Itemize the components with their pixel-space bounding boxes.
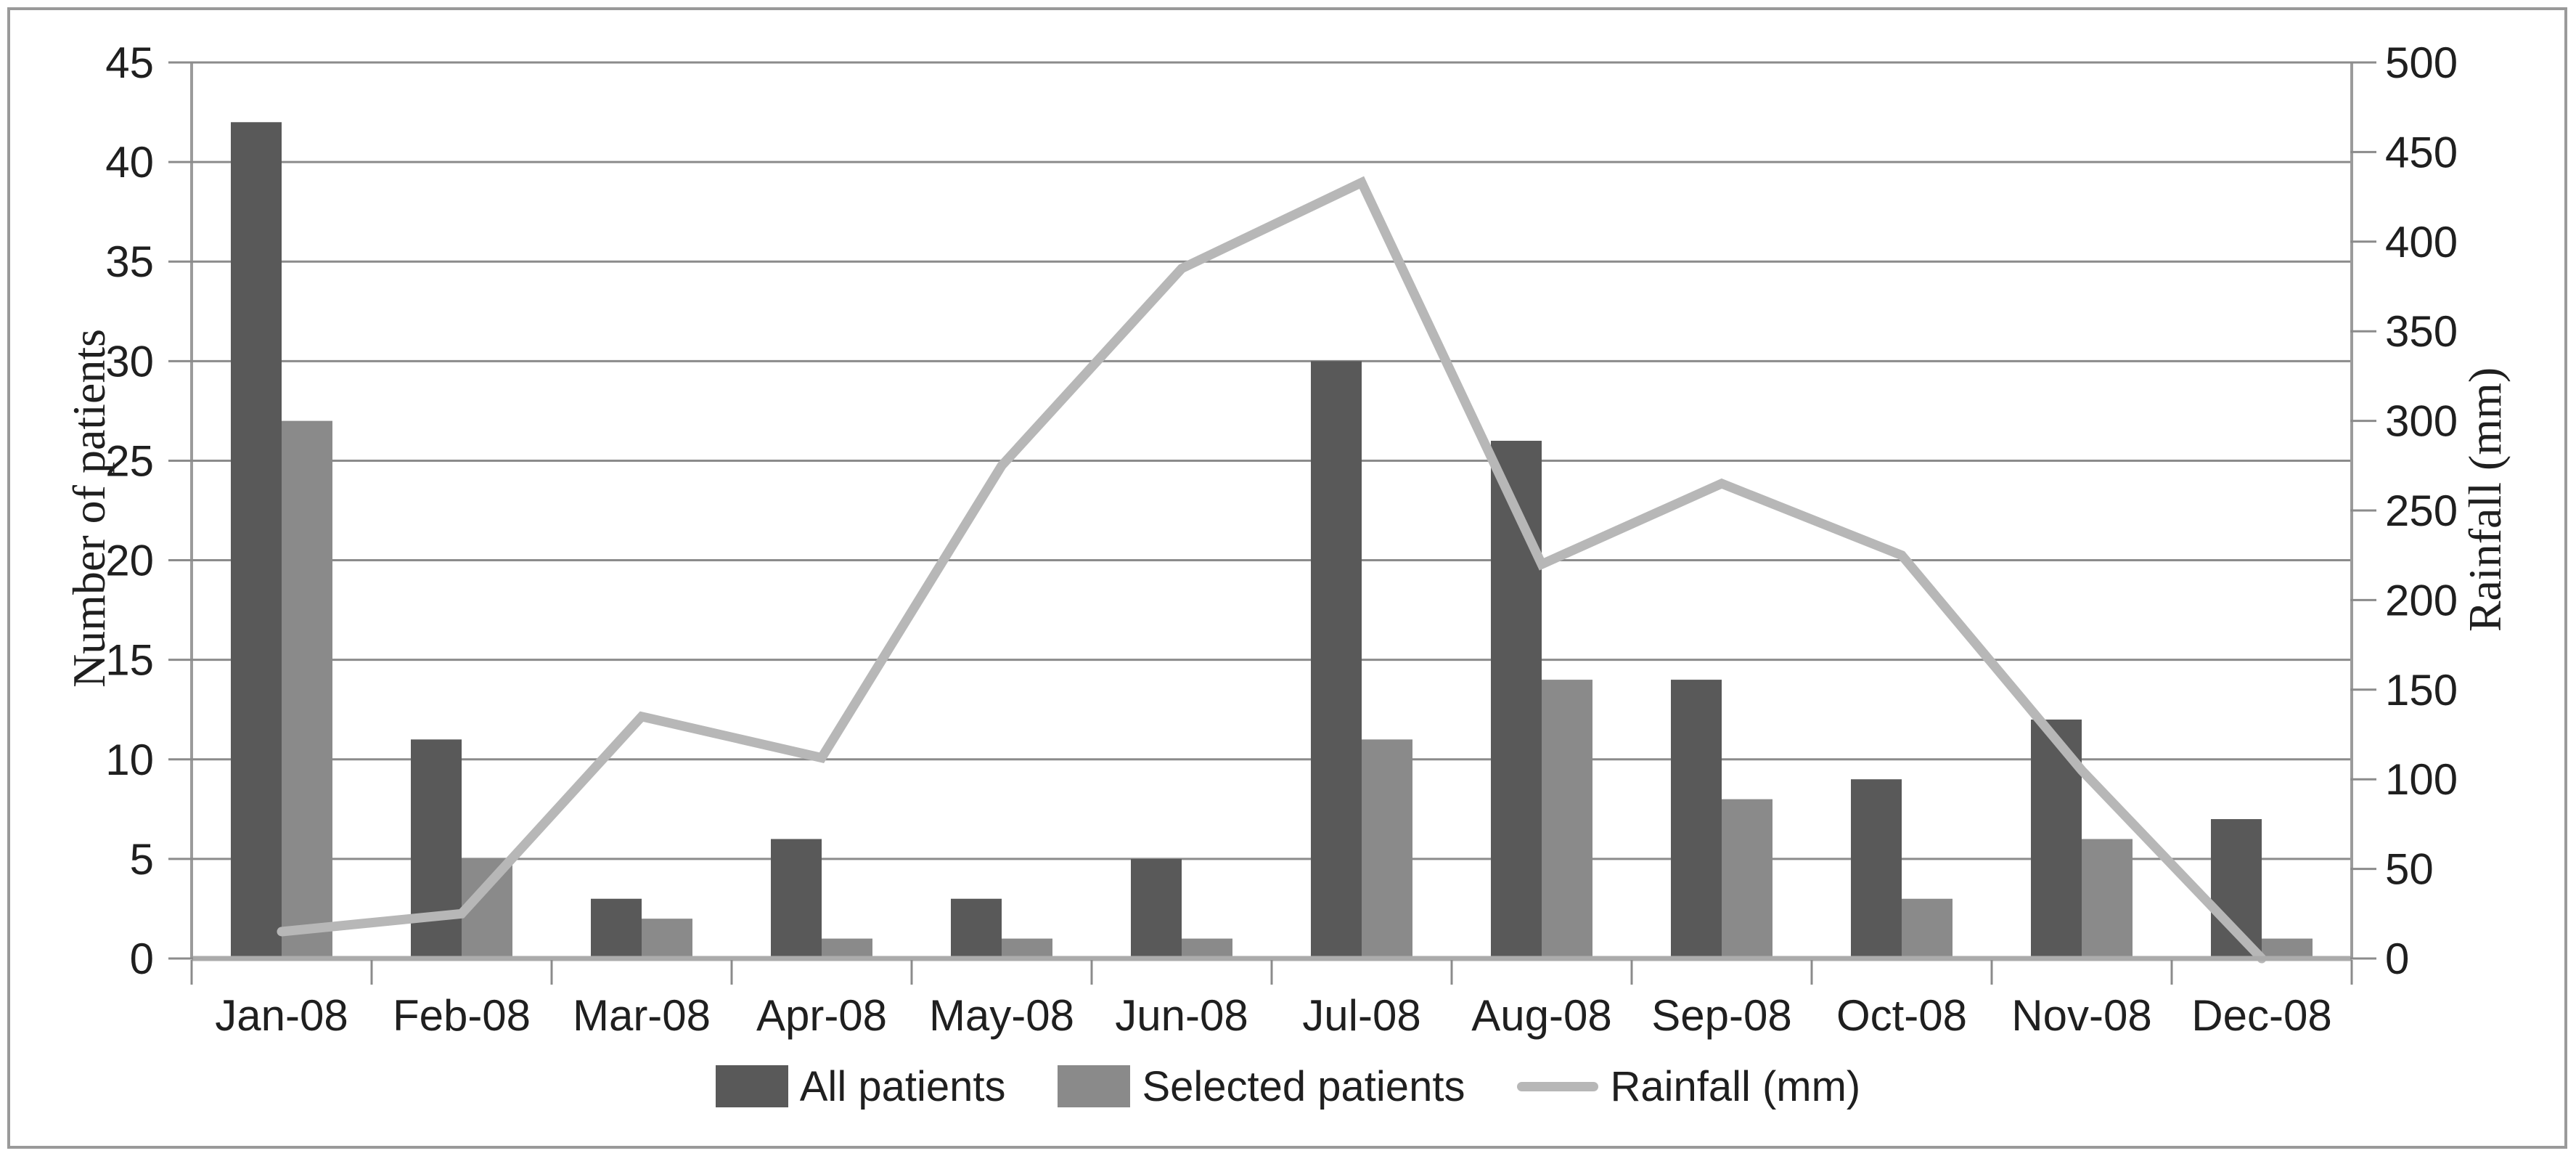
- legend-item-rainfall: Rainfall (mm): [1517, 1062, 1860, 1111]
- x-axis-label: Nov-08: [2011, 991, 2151, 1040]
- bar-all-patients: [411, 739, 462, 958]
- bar-selected-patients: [2262, 938, 2313, 958]
- all-patients-swatch: [715, 1065, 788, 1107]
- bar-all-patients: [1491, 441, 1542, 958]
- legend: All patients Selected patients Rainfall …: [0, 1051, 2576, 1121]
- legend-item-selected-patients: Selected patients: [1058, 1062, 1465, 1111]
- bar-all-patients: [1311, 361, 1362, 958]
- right-axis-tick-label: 500: [2385, 38, 2458, 87]
- x-axis-label: Apr-08: [756, 991, 887, 1040]
- right-axis-tick-label: 300: [2385, 397, 2458, 446]
- left-axis-tick-label: 40: [105, 138, 154, 187]
- x-axis-label: Sep-08: [1651, 991, 1791, 1040]
- right-axis-tick-label: 0: [2385, 935, 2409, 983]
- bar-all-patients: [1131, 858, 1182, 958]
- rainfall-line-swatch: [1517, 1081, 1599, 1091]
- bar-selected-patients: [1182, 938, 1232, 958]
- right-axis-tick-label: 400: [2385, 218, 2458, 266]
- left-axis-tick-label: 25: [105, 436, 154, 485]
- left-axis-tick-label: 0: [130, 935, 154, 983]
- x-axis-label: Aug-08: [1471, 991, 1611, 1040]
- bar-selected-patients: [282, 420, 332, 958]
- bar-all-patients: [771, 839, 822, 958]
- x-axis-label: Mar-08: [573, 991, 711, 1040]
- legend-label-selected-patients: Selected patients: [1142, 1062, 1465, 1110]
- x-axis-label: Oct-08: [1836, 991, 1967, 1040]
- bar-selected-patients: [1542, 680, 1592, 958]
- bar-selected-patients: [642, 919, 692, 958]
- right-axis-tick-label: 200: [2385, 576, 2458, 624]
- x-axis-label: Jun-08: [1115, 991, 1248, 1040]
- right-axis-tick-label: 450: [2385, 128, 2458, 176]
- x-axis-label: Jul-08: [1302, 991, 1420, 1040]
- legend-label-all-patients: All patients: [799, 1062, 1006, 1110]
- left-axis-title: Number of patients: [63, 328, 115, 688]
- x-axis-label: Jan-08: [215, 991, 348, 1040]
- bar-selected-patients: [1902, 898, 1953, 958]
- left-axis-tick-label: 10: [105, 736, 154, 784]
- left-axis-tick-label: 15: [105, 636, 154, 685]
- bar-all-patients: [591, 898, 642, 958]
- left-axis-tick-label: 35: [105, 237, 154, 286]
- right-axis-tick-label: 150: [2385, 666, 2458, 715]
- legend-item-all-patients: All patients: [715, 1062, 1006, 1111]
- bar-selected-patients: [2082, 839, 2133, 958]
- left-axis-tick-label: 45: [105, 38, 154, 87]
- right-axis-tick-label: 50: [2385, 845, 2434, 894]
- rainfall-line: [277, 176, 2267, 964]
- bar-all-patients: [1851, 779, 1902, 958]
- bar-selected-patients: [822, 938, 872, 958]
- x-axis-label: Feb-08: [393, 991, 531, 1040]
- right-axis-title: Rainfall (mm): [2459, 367, 2511, 632]
- right-axis-tick-label: 350: [2385, 307, 2458, 356]
- left-axis-tick-label: 5: [130, 835, 154, 884]
- x-axis-label: May-08: [929, 991, 1074, 1040]
- selected-patients-swatch: [1058, 1065, 1131, 1107]
- x-axis-label: Dec-08: [2191, 991, 2331, 1040]
- bar-all-patients: [951, 898, 1002, 958]
- legend-label-rainfall: Rainfall (mm): [1610, 1062, 1861, 1110]
- bar-all-patients: [1671, 680, 1722, 958]
- right-axis-tick-label: 250: [2385, 487, 2458, 535]
- bar-selected-patients: [1722, 799, 1772, 958]
- bar-all-patients: [231, 122, 282, 959]
- bar-selected-patients: [1362, 739, 1412, 958]
- right-axis-tick-label: 100: [2385, 755, 2458, 804]
- left-axis-tick-label: 30: [105, 337, 154, 386]
- bar-selected-patients: [1002, 938, 1052, 958]
- left-axis-tick-label: 20: [105, 537, 154, 585]
